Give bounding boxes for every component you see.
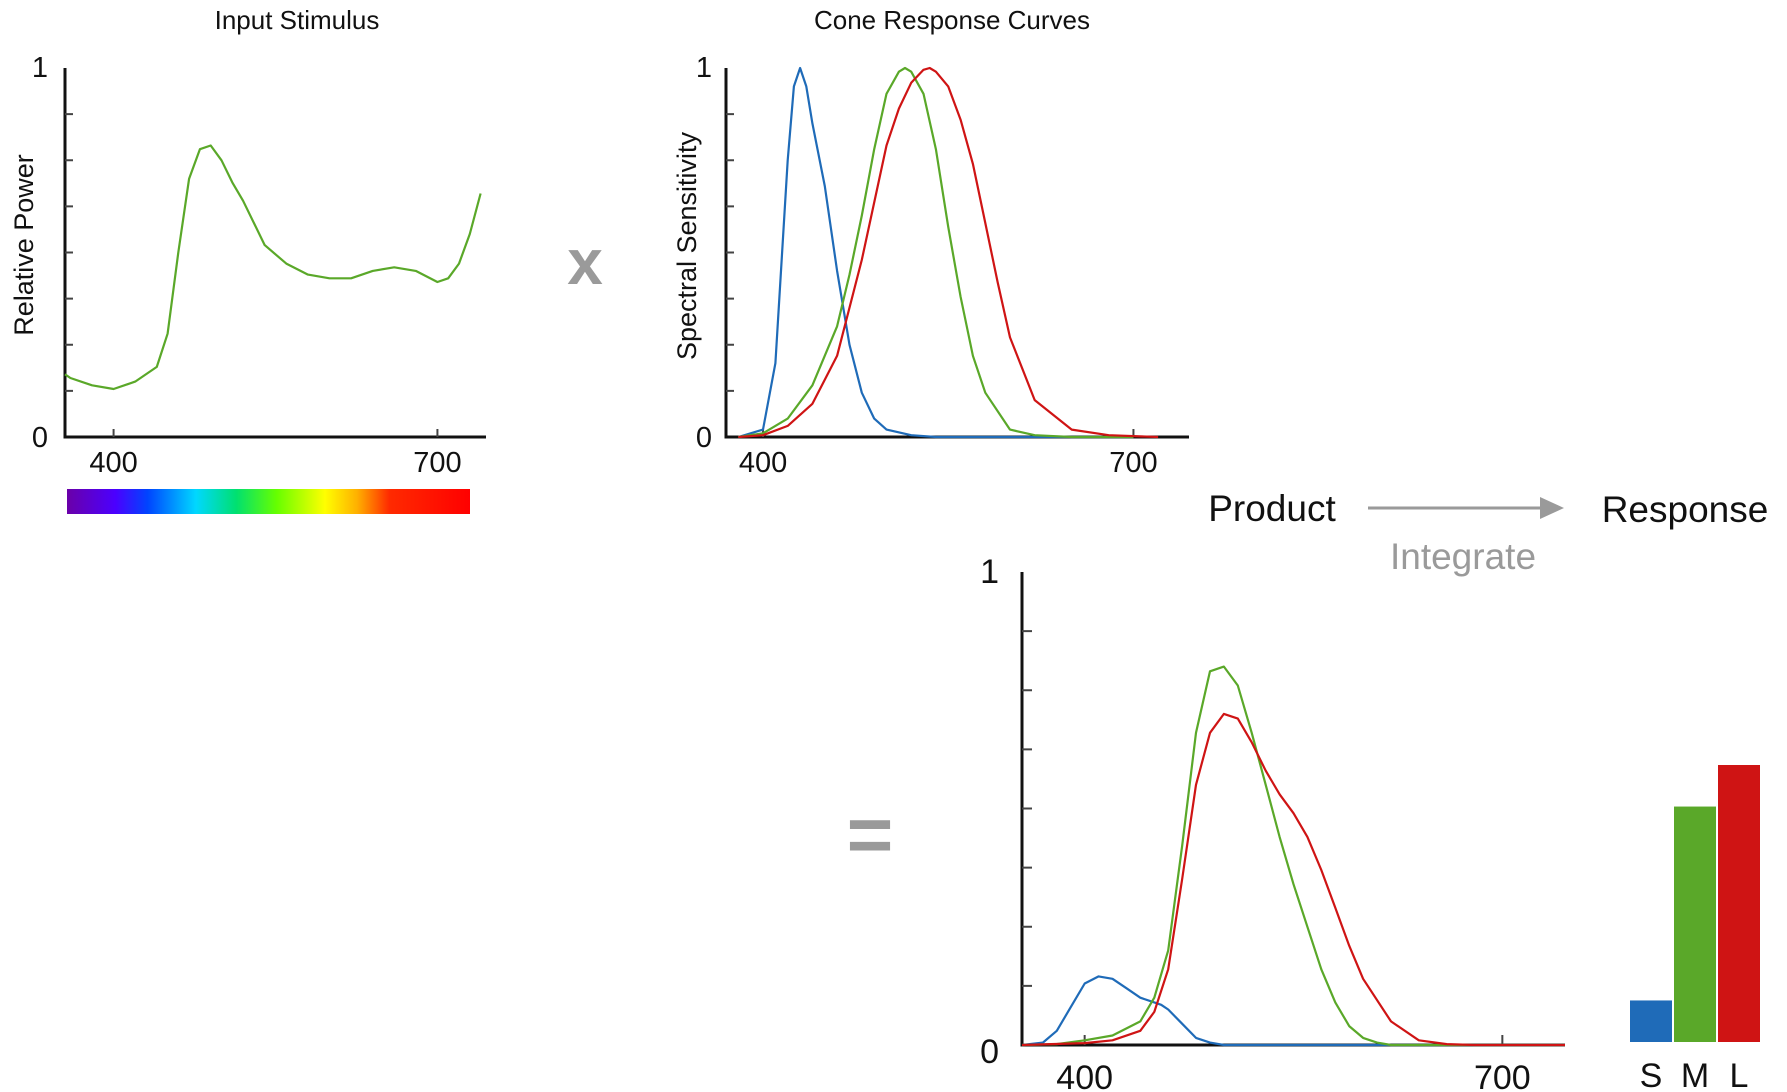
- bar-category-label: M: [1681, 1057, 1709, 1092]
- y-tick-label-max: 1: [32, 52, 48, 84]
- response-bar-s: [1630, 1000, 1672, 1042]
- equals-operator: =: [847, 790, 894, 879]
- cone-response-chart: Cone Response Curves Spectral Sensitivit…: [672, 5, 1189, 479]
- response-label: Response: [1602, 489, 1769, 530]
- axes: [724, 68, 1189, 439]
- y-tick-label-min: 0: [980, 1033, 999, 1071]
- series-line-red: [738, 66, 1159, 439]
- series-line-red: [1021, 712, 1565, 1047]
- wavelength-spectrum-bar: [67, 489, 470, 514]
- product-chart: 1 0 400 700: [980, 553, 1565, 1092]
- y-tick-label-min: 0: [32, 422, 48, 454]
- axes: [1020, 572, 1565, 1047]
- x-tick-label: 400: [89, 447, 137, 479]
- arrow-right-icon: [1540, 497, 1564, 519]
- x-tick-label: 700: [413, 447, 461, 479]
- chart-title: Cone Response Curves: [814, 5, 1090, 35]
- series-line-blue: [737, 66, 1134, 439]
- x-tick-label: 400: [739, 447, 787, 479]
- y-axis-label: Relative Power: [9, 154, 39, 336]
- response-bar-l: [1718, 765, 1760, 1042]
- series-line-green: [738, 66, 1134, 439]
- product-label: Product: [1208, 488, 1336, 529]
- multiply-operator: x: [567, 226, 603, 298]
- series-line-green: [1021, 665, 1565, 1047]
- x-tick-label: 700: [1474, 1059, 1531, 1092]
- bar-category-label: L: [1730, 1057, 1749, 1092]
- response-bar-m: [1674, 806, 1716, 1042]
- integrate-label: Integrate: [1390, 536, 1536, 577]
- y-tick-label-min: 0: [696, 422, 712, 454]
- input-stimulus-chart: Input Stimulus Relative Power 1 0 400 700: [9, 5, 486, 514]
- y-tick-label-max: 1: [696, 52, 712, 84]
- series-line-green: [64, 144, 482, 391]
- y-axis-label: Spectral Sensitivity: [672, 131, 702, 360]
- x-tick-label: 700: [1109, 447, 1157, 479]
- x-tick-label: 400: [1056, 1059, 1113, 1092]
- series-line-blue: [1021, 975, 1565, 1047]
- y-tick-label-max: 1: [980, 553, 999, 591]
- bar-category-label: S: [1640, 1057, 1663, 1092]
- axes: [63, 68, 486, 439]
- chart-title: Input Stimulus: [215, 5, 380, 35]
